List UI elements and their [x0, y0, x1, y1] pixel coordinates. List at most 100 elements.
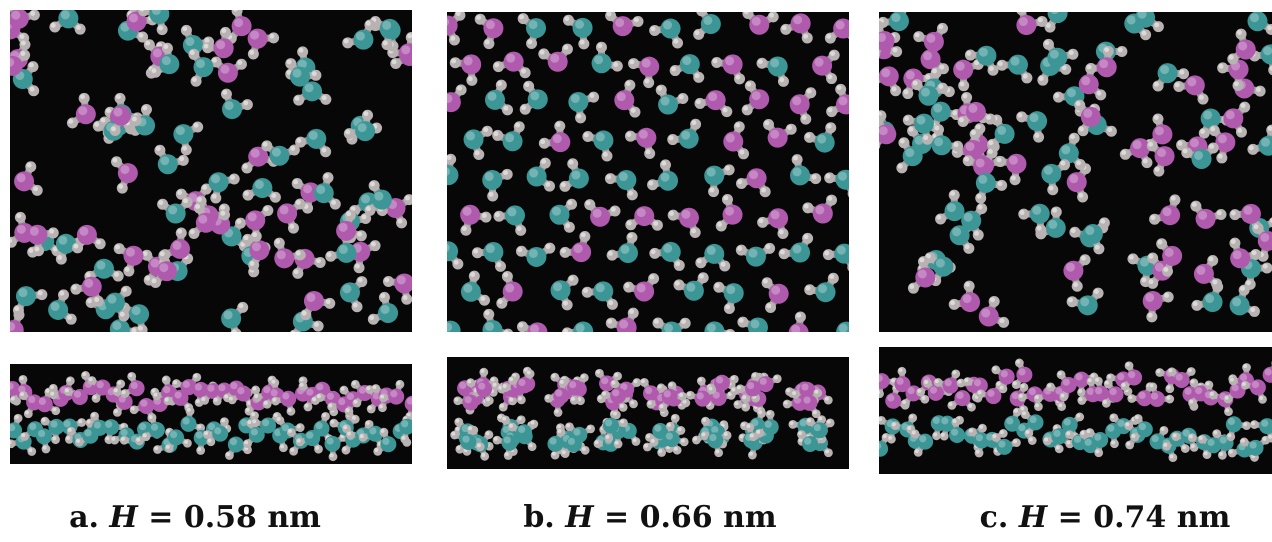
water-molecule [1239, 435, 1271, 456]
water-molecule [1016, 12, 1048, 36]
water-molecule [757, 208, 789, 240]
water-molecule [48, 289, 77, 325]
water-molecule [12, 286, 48, 316]
water-molecule [961, 203, 988, 241]
water-molecule [157, 196, 193, 224]
water-molecule [1149, 194, 1181, 226]
water-molecule [790, 154, 822, 186]
water-molecule [227, 385, 255, 409]
water-molecule [367, 291, 399, 325]
water-molecule [1223, 101, 1251, 138]
water-molecule [1229, 284, 1260, 317]
water-molecule [10, 49, 31, 76]
water-molecule [485, 79, 514, 116]
water-molecule [273, 237, 306, 269]
water-molecule [313, 172, 341, 210]
water-molecule [1167, 367, 1196, 388]
water-molecule [582, 130, 614, 162]
water-molecule [1020, 410, 1044, 438]
water-molecule [1101, 379, 1124, 408]
water-molecule [10, 10, 40, 29]
water-molecule [902, 113, 934, 145]
water-molecule [538, 120, 571, 153]
water-molecule [933, 369, 961, 394]
water-molecule [300, 290, 336, 321]
water-molecule [369, 16, 400, 51]
caption-c-variable: H [1018, 500, 1048, 535]
water-molecule [492, 121, 525, 152]
water-molecule [978, 295, 1010, 328]
panel-c-top-view [879, 12, 1272, 332]
water-molecule [693, 12, 721, 40]
water-molecule [1085, 428, 1109, 458]
water-molecule [735, 168, 771, 198]
water-molecule [118, 302, 150, 332]
water-molecule [756, 56, 789, 87]
water-molecule [109, 319, 142, 332]
water-molecule [104, 285, 132, 322]
water-molecule [953, 58, 984, 92]
water-molecule [957, 101, 996, 127]
water-molecule [673, 272, 709, 301]
water-molecule [242, 177, 281, 203]
water-molecule [224, 436, 252, 460]
water-molecule [180, 406, 206, 433]
water-molecule [447, 153, 459, 186]
water-molecule [559, 158, 589, 192]
water-molecule [581, 281, 618, 310]
water-molecule [138, 10, 170, 36]
water-molecule [150, 42, 180, 78]
water-molecule [1093, 376, 1118, 403]
water-molecule [449, 54, 482, 86]
water-molecule [1148, 382, 1175, 407]
water-molecule [1198, 108, 1233, 139]
water-molecule [737, 316, 768, 332]
water-molecule [1173, 75, 1209, 105]
water-molecule [801, 388, 823, 419]
water-molecule [336, 209, 367, 242]
water-molecule [755, 409, 779, 438]
water-molecule [996, 54, 1033, 84]
water-molecule [549, 198, 578, 233]
water-molecule [221, 301, 249, 332]
water-molecule [1146, 140, 1175, 177]
caption-c-equals: = [1057, 500, 1083, 535]
caption-a-equals: = [148, 500, 174, 535]
water-molecule [789, 87, 817, 125]
water-molecule [188, 202, 216, 239]
water-molecule [802, 194, 838, 224]
water-molecule [1042, 38, 1079, 68]
water-molecule [364, 180, 392, 216]
water-molecule [40, 416, 65, 445]
water-molecule [66, 92, 96, 129]
water-molecule [669, 54, 705, 83]
water-molecule [1229, 203, 1264, 234]
water-molecule [741, 80, 770, 116]
water-molecule [704, 164, 735, 198]
panel-c-top-view-image [879, 12, 1272, 328]
water-molecule [822, 243, 849, 272]
water-molecule [836, 321, 849, 332]
water-molecule [447, 320, 461, 332]
water-molecule [113, 243, 144, 277]
water-molecule [550, 274, 579, 311]
water-molecule [1018, 203, 1050, 236]
water-molecule [293, 81, 332, 106]
water-molecule [907, 256, 936, 294]
water-molecule [1142, 290, 1174, 323]
water-molecule [492, 434, 518, 460]
water-molecule [1063, 254, 1091, 292]
water-molecule [976, 380, 1005, 405]
water-molecule [285, 58, 322, 87]
water-molecule [111, 156, 138, 194]
water-molecule [188, 48, 214, 87]
panel-a-side-view [10, 364, 412, 464]
water-molecule [1247, 124, 1272, 156]
water-molecule [150, 249, 177, 288]
water-molecule [735, 372, 764, 397]
water-molecule [1066, 287, 1104, 316]
panel-b-top-view-image [447, 12, 849, 332]
water-molecule [460, 425, 485, 452]
water-molecule [1135, 12, 1164, 33]
water-molecule [896, 137, 923, 174]
